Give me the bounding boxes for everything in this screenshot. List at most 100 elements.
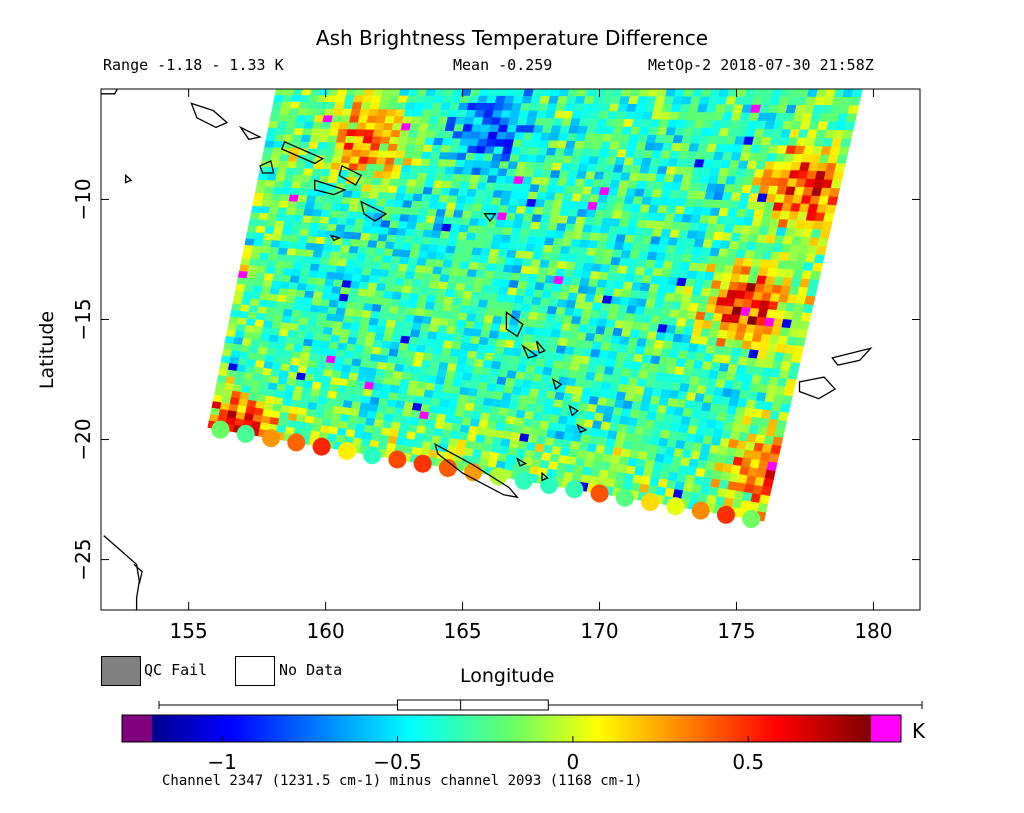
swath-cell (333, 102, 345, 110)
swath-cell (268, 334, 280, 343)
swath-cell (272, 314, 284, 323)
swath-cell (283, 134, 294, 143)
swath-cell (807, 279, 820, 289)
swath-cell (340, 156, 352, 164)
swath-cell (343, 224, 355, 233)
swath-cell (336, 217, 348, 226)
swath-cell (351, 316, 363, 325)
swath-cell (264, 226, 276, 235)
swath-cell (779, 403, 791, 414)
swath-cell (279, 322, 291, 331)
no-data-swatch (235, 656, 275, 686)
swath-cell (282, 95, 294, 103)
swath-cell (374, 332, 385, 342)
swath-cell (361, 184, 373, 193)
swath-cell (294, 337, 305, 347)
swath-cell (228, 316, 240, 325)
coast-fraser-island (133, 563, 143, 584)
coast-new-georgia (259, 160, 275, 174)
swath-cell (290, 268, 302, 277)
swath-cell (359, 232, 371, 241)
swath-footprint (287, 433, 306, 452)
x-tick-label: 180 (854, 619, 892, 643)
swath-cell (372, 254, 384, 264)
swath-cell (344, 135, 356, 144)
swath-cell (305, 195, 317, 204)
swath-cell (834, 163, 846, 173)
swath-cell (241, 297, 252, 306)
swath-cell (817, 237, 829, 248)
swath-footprint (742, 510, 761, 529)
coastlines (101, 89, 873, 610)
swath-cell (258, 212, 270, 221)
swath-cell (352, 267, 364, 276)
swath-cell (845, 113, 858, 123)
swath-cell (325, 230, 336, 239)
swath-cell (302, 256, 314, 265)
swath-cell (331, 155, 343, 164)
swath-cell (367, 109, 379, 117)
colorbar-tick-label: −0.5 (373, 750, 422, 774)
swath-cell (838, 146, 850, 156)
swath-cell (308, 95, 320, 103)
swath-cell (390, 130, 402, 138)
swath-cell (841, 130, 854, 140)
swath-cell (256, 179, 267, 188)
colorbar-tick-label: −1 (207, 750, 236, 774)
swath-footprint (312, 437, 331, 456)
swath-cell (338, 122, 350, 130)
swath-cell (340, 115, 352, 124)
swath-footprint (337, 441, 356, 460)
coast-choiseul (238, 125, 262, 141)
swath-cell (237, 270, 249, 279)
swath-cell (303, 208, 315, 217)
swath-cell (372, 89, 384, 97)
swath-cell (294, 121, 306, 130)
swath-cell (292, 262, 303, 271)
coast-santa-cruz (483, 213, 497, 223)
coast-erromango (568, 404, 579, 417)
swath-cell (249, 298, 261, 307)
coast-santa-isabel (280, 140, 325, 165)
swath-cell (244, 324, 255, 334)
plot-frame (100, 88, 921, 611)
swath-cell (348, 329, 360, 339)
swath-cell (332, 108, 344, 117)
coast-vanua-levu (831, 347, 873, 366)
swath-cell (291, 309, 302, 319)
x-tick-label: 155 (170, 619, 208, 643)
swath-cell (342, 102, 354, 110)
swath-cell (369, 102, 381, 110)
coast-efate (551, 378, 563, 391)
swath-cell (320, 169, 332, 177)
swath-cell (250, 205, 262, 214)
swath-cell (360, 102, 372, 110)
swath-cell (275, 173, 286, 182)
swath-cell (397, 178, 409, 187)
swath-cell (314, 108, 326, 117)
swath-cell (385, 109, 397, 117)
swath-cell (348, 287, 360, 297)
swath-cell (260, 246, 272, 255)
swath-cell (840, 138, 852, 148)
swath-cell (289, 275, 301, 284)
swath-cell (813, 254, 825, 264)
swath-cell (328, 299, 340, 309)
swath-cell (349, 280, 361, 290)
swath-cell (281, 187, 292, 196)
swath-cell (274, 307, 285, 317)
swath-cell (374, 164, 386, 173)
coast-new-britain (101, 89, 118, 95)
swath-cell (278, 200, 290, 209)
swath-cell (361, 225, 373, 235)
swath-cell (365, 163, 377, 172)
swath-cell (327, 135, 338, 144)
swath-cell (758, 494, 770, 505)
swath-cell (295, 330, 307, 340)
swath-cell (307, 318, 318, 327)
swath-cell (293, 255, 305, 264)
swath-cell (283, 261, 295, 270)
swath-cell (409, 165, 421, 174)
swath-cell (304, 290, 315, 299)
